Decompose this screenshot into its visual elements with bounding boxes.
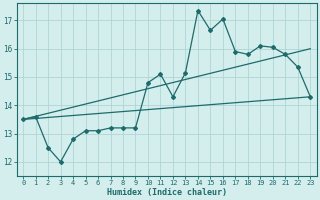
X-axis label: Humidex (Indice chaleur): Humidex (Indice chaleur) <box>107 188 227 197</box>
